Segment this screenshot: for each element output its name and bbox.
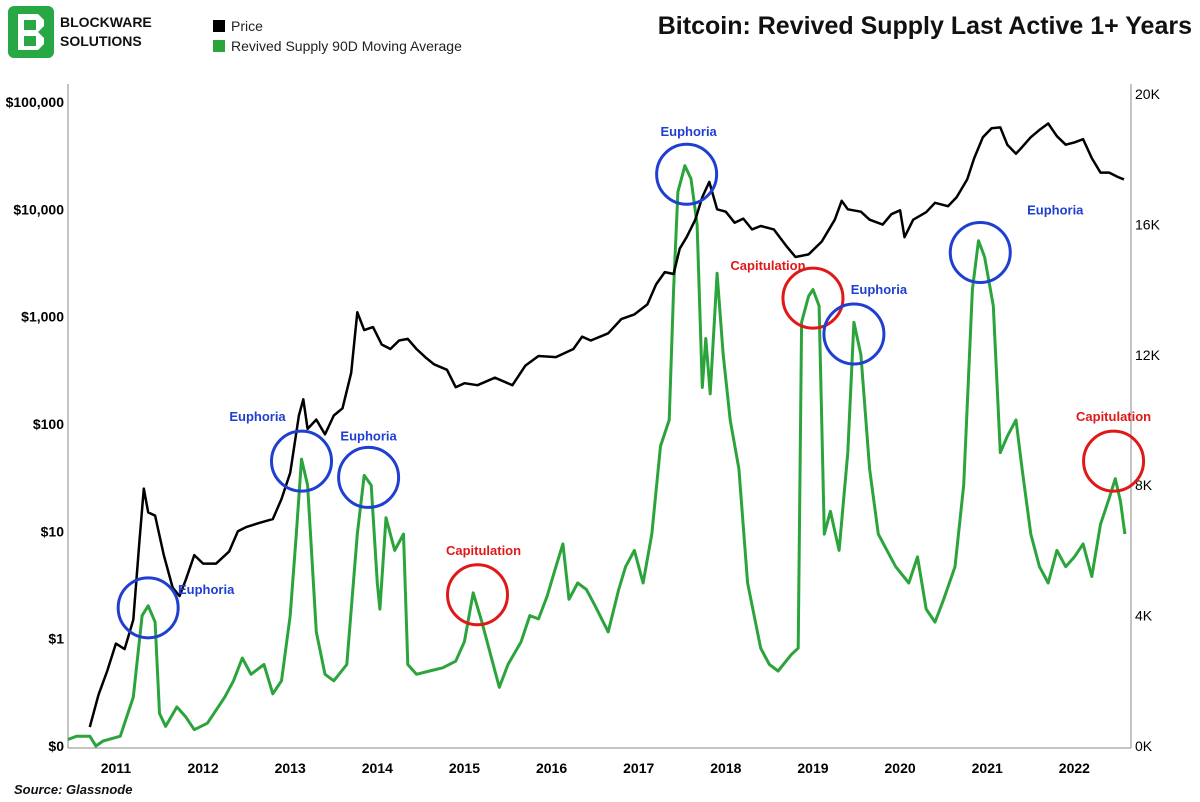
x-axis-ticks: 2011 2012 2013 2014 2015 2016 2017 2018 2019 2020… [101,760,1090,776]
logo-glyph-icon [18,14,44,50]
x-tick-label: 2021 [972,760,1003,776]
right-tick-label: 12K [1135,347,1161,363]
annotations: Euphoria Euphoria Euphoria Capitulation Euph… [116,124,1151,640]
euphoria-marker-circle [270,429,334,493]
logo-line2: SOLUTIONS [60,33,142,49]
euphoria-marker-circle [655,142,719,206]
euphoria-annotation-label: Euphoria [851,282,908,297]
right-tick-label: 20K [1135,86,1161,102]
x-tick-label: 2016 [536,760,567,776]
euphoria-annotation-label: Euphoria [229,409,286,424]
left-tick-label: $100 [33,416,64,432]
capitulation-marker-circle [781,266,845,330]
capitulation-annotation-label: Capitulation [446,543,521,558]
euphoria-annotation-label: Euphoria [1027,202,1084,217]
euphoria-annotation-label: Euphoria [178,582,235,597]
legend-supply-swatch [213,40,225,52]
euphoria-annotation-label: Euphoria [340,428,397,443]
chart-title: Bitcoin: Revived Supply Last Active 1+ Y… [658,12,1192,40]
legend-supply-label: Revived Supply 90D Moving Average [231,38,462,54]
euphoria-marker-circle [948,220,1012,284]
capitulation-annotation-label: Capitulation [730,258,805,273]
legend-price-label: Price [231,18,263,34]
x-tick-label: 2011 [101,760,132,776]
right-tick-label: 0K [1135,738,1153,754]
euphoria-marker-circle [337,445,401,509]
euphoria-annotation-label: Euphoria [660,124,717,139]
x-tick-label: 2022 [1059,760,1090,776]
logo-line1: BLOCKWARE [60,14,152,30]
left-axis-ticks: $0 $1 $10 $100 $1,000 $10,000 $100,000 [6,94,65,754]
logo: BLOCKWARE SOLUTIONS [8,6,152,58]
capitulation-annotation-label: Capitulation [1076,409,1151,424]
x-tick-label: 2020 [885,760,916,776]
x-tick-label: 2013 [275,760,306,776]
right-axis-ticks: 0K 4K 8K 12K 16K 20K [1135,86,1161,754]
x-tick-label: 2014 [362,760,393,776]
x-tick-label: 2017 [623,760,654,776]
x-tick-label: 2019 [797,760,828,776]
left-tick-label: $10,000 [13,201,64,217]
x-tick-label: 2015 [449,760,480,776]
capitulation-marker-circle [446,563,510,627]
left-tick-label: $10 [41,523,65,539]
source-note: Source: Glassnode [14,782,132,797]
series-price-line [88,122,1125,728]
left-tick-label: $1 [48,631,64,647]
left-tick-label: $1,000 [21,309,64,325]
legend-price-swatch [213,20,225,32]
legend: Price Revived Supply 90D Moving Average [213,18,462,54]
right-tick-label: 4K [1135,608,1153,624]
left-tick-label: $0 [48,738,64,754]
left-tick-label: $100,000 [6,94,65,110]
series-revived-supply-line [67,164,1127,748]
capitulation-marker-circle [1082,429,1146,493]
right-tick-label: 16K [1135,216,1161,232]
euphoria-marker-circle [822,302,886,366]
euphoria-marker-circle [116,576,180,640]
x-tick-label: 2012 [187,760,218,776]
x-tick-label: 2018 [710,760,741,776]
right-tick-label: 8K [1135,477,1153,493]
